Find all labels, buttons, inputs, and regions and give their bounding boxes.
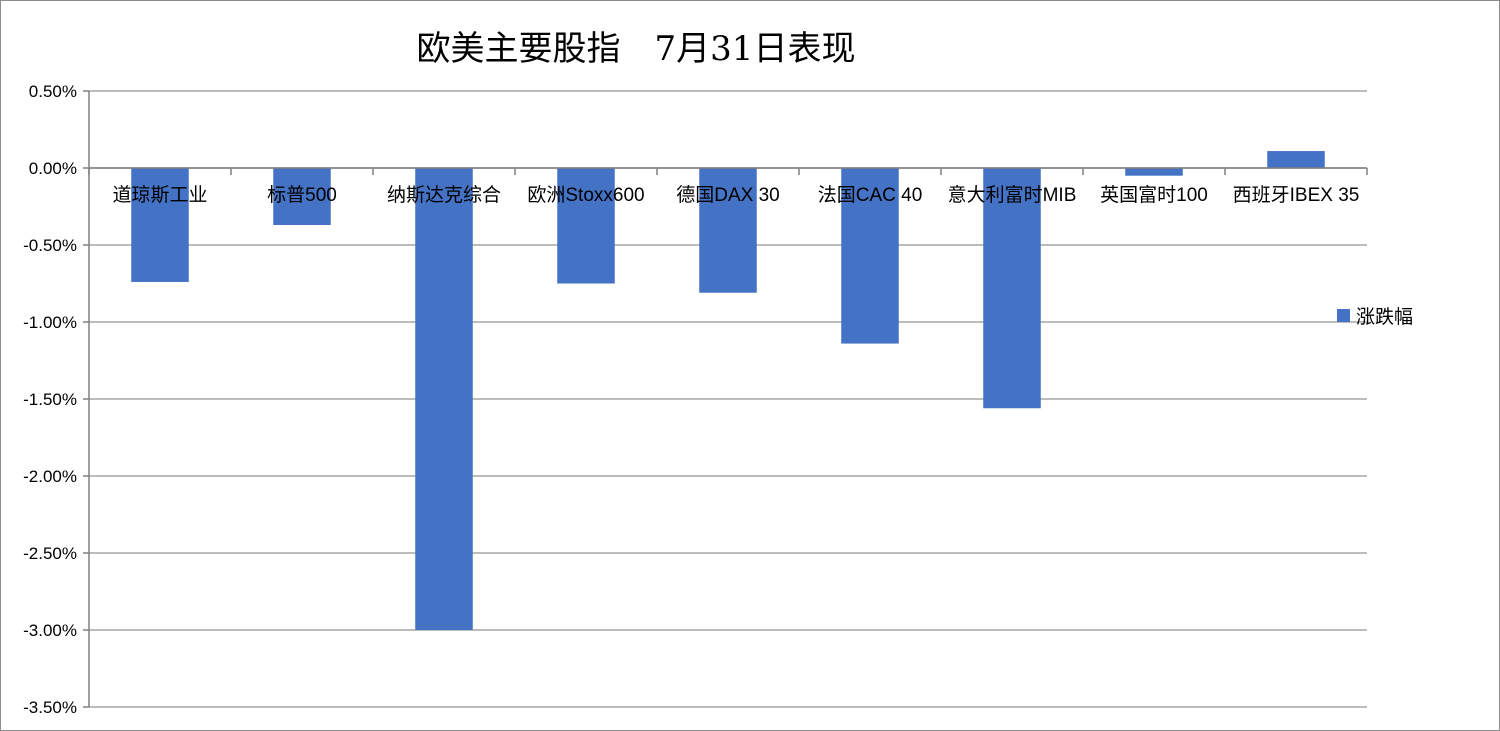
legend: 涨跌幅 xyxy=(1337,302,1413,329)
chart-title: 欧美主要股指 7月31日表现 xyxy=(416,29,856,69)
x-tick-label: 欧洲Stoxx600 xyxy=(527,184,644,206)
y-tick-label: -0.50% xyxy=(23,236,77,255)
x-tick-label: 纳斯达克综合 xyxy=(387,184,501,206)
y-tick-label: 0.50% xyxy=(29,82,77,101)
legend-label: 涨跌幅 xyxy=(1356,307,1414,328)
bars xyxy=(131,151,1325,630)
y-tick-label: -2.50% xyxy=(23,544,77,563)
bar xyxy=(415,168,473,630)
bar xyxy=(1267,151,1325,168)
y-tick-label: -3.00% xyxy=(23,621,77,640)
bar xyxy=(983,168,1041,409)
x-tick-label: 德国DAX 30 xyxy=(676,184,779,206)
x-tick-label: 道琼斯工业 xyxy=(112,184,207,206)
x-tick-label: 标普500 xyxy=(267,184,337,206)
bar xyxy=(131,168,189,282)
legend-swatch xyxy=(1337,309,1350,322)
y-tick-label: -3.50% xyxy=(23,698,77,717)
x-tick-label: 意大利富时MIB xyxy=(948,184,1077,206)
tick-labels: 0.50% 0.00% -0.50% -1.00% -1.50% -2.00% -2.50%… xyxy=(23,82,1359,717)
bar xyxy=(699,168,757,293)
y-tick-label: -2.00% xyxy=(23,467,77,486)
bar xyxy=(557,168,615,284)
x-tick-label: 西班牙IBEX 35 xyxy=(1233,184,1360,206)
axes xyxy=(83,90,1368,708)
bar xyxy=(273,168,331,225)
bar xyxy=(1125,168,1183,176)
bar xyxy=(841,168,899,344)
x-tick-label: 法国CAC 40 xyxy=(818,184,923,206)
y-tick-label: -1.50% xyxy=(23,390,77,409)
y-tick-label: 0.00% xyxy=(29,159,77,178)
y-tick-label: -1.00% xyxy=(23,313,77,332)
x-tick-label: 英国富时100 xyxy=(1100,184,1208,206)
